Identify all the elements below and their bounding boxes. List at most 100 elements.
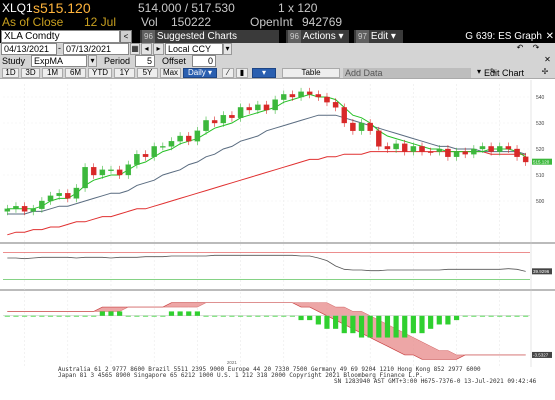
crosshair-icon[interactable]: ✢ xyxy=(541,67,549,76)
security-input[interactable]: XLA Comdty xyxy=(1,30,120,43)
macd-histogram-bar xyxy=(410,315,416,334)
period-1y-button[interactable]: 1Y xyxy=(114,68,135,78)
redo-icon[interactable]: ↷ xyxy=(530,43,542,55)
macd-histogram-bar xyxy=(194,311,200,316)
macd-histogram-bar xyxy=(117,311,123,316)
period-1d-button[interactable]: 1D xyxy=(2,68,19,78)
edit-button[interactable]: 97 Edit ▾ xyxy=(354,30,404,43)
candle-body xyxy=(479,146,486,150)
macd-histogram-bar xyxy=(453,315,460,321)
step-forward-icon[interactable]: ▸ xyxy=(153,43,164,55)
step-back-icon[interactable]: ◂ xyxy=(141,43,152,55)
macd-histogram-bar xyxy=(333,315,339,329)
y-tick-label: 530 xyxy=(536,121,545,127)
chart-area[interactable]: Apr 15Apr 22Apr 30May 7May 17May 24May 3… xyxy=(0,80,555,372)
footer: Australia 61 2 9777 8600 Brazil 5511 239… xyxy=(0,366,555,400)
suggested-charts-button[interactable]: 96 Suggested Charts xyxy=(140,30,280,43)
chevron-down-icon[interactable]: ▾ xyxy=(88,55,97,67)
candle-body xyxy=(298,91,304,98)
calendar-icon[interactable]: ▦ xyxy=(130,43,140,55)
period-ytd-button[interactable]: YTD xyxy=(88,68,112,78)
candle-body xyxy=(358,122,365,131)
currency-select[interactable]: Local CCY xyxy=(165,43,223,55)
candle-body xyxy=(237,107,244,118)
period-label: Period xyxy=(104,56,131,66)
macd-histogram-bar xyxy=(263,315,270,317)
candle-body xyxy=(73,187,80,199)
chevron-down-icon[interactable]: ▾ xyxy=(476,67,481,76)
candle-body xyxy=(177,135,183,142)
table-button[interactable]: Table xyxy=(282,68,340,78)
offset-field[interactable]: 0 xyxy=(192,55,216,67)
macd-histogram-bar xyxy=(65,315,71,317)
period-6m-button[interactable]: 6M xyxy=(65,68,86,78)
chevron-down-icon: ▾ xyxy=(261,68,266,77)
study-select[interactable]: ExpMA xyxy=(31,55,87,67)
suggested-charts-number: 96 xyxy=(142,30,155,43)
y-tick-label: 510 xyxy=(536,173,545,179)
study-toolbar: Study ExpMA ▾ Period 5 Offset 0 ✕ xyxy=(0,55,555,67)
candlestick-icon[interactable]: ▮ xyxy=(236,68,248,78)
period-1m-button[interactable]: 1M xyxy=(42,68,63,78)
candle-body xyxy=(427,151,434,153)
x-year-label: 2021 xyxy=(227,360,238,365)
macd-histogram-bar xyxy=(134,315,140,317)
macd-histogram-bar xyxy=(367,315,373,338)
close-icon[interactable]: ✕ xyxy=(545,31,554,42)
y-tick-label: 520 xyxy=(536,147,545,153)
macd-tag: -3.5327 xyxy=(533,353,549,358)
macd-histogram-bar xyxy=(384,315,391,338)
macd-histogram-bar xyxy=(99,311,105,316)
actions-label: Actions xyxy=(302,31,336,42)
candle-body xyxy=(65,193,71,199)
end-date-field[interactable]: 07/13/2021 xyxy=(63,43,129,55)
macd-histogram-bar xyxy=(56,315,62,317)
period-field[interactable]: 5 xyxy=(135,55,155,67)
macd-histogram-bar xyxy=(160,315,166,317)
macd-histogram-bar xyxy=(514,315,520,317)
undo-icon[interactable]: ↶ xyxy=(514,43,526,55)
macd-histogram-bar xyxy=(212,315,218,317)
macd-tag-bg xyxy=(532,351,552,358)
candle-body xyxy=(168,141,175,147)
macd-histogram-bar xyxy=(237,315,244,317)
actions-number: 96 xyxy=(288,30,301,43)
candle-body xyxy=(13,206,19,209)
period-max-button[interactable]: Max xyxy=(160,68,181,78)
macd-histogram-bar xyxy=(272,315,278,317)
chart-type-select[interactable]: ▾ xyxy=(252,68,276,78)
macd-histogram-bar xyxy=(393,315,399,338)
chevron-down-icon[interactable]: ▾ xyxy=(223,43,232,55)
candle-body xyxy=(82,167,88,189)
y-tick-label: 500 xyxy=(536,199,545,205)
macd-histogram-bar xyxy=(479,315,486,317)
period-3d-button[interactable]: 3D xyxy=(21,68,40,78)
add-data-input[interactable]: Add Data xyxy=(343,68,471,78)
start-date-field[interactable]: 04/13/2021 xyxy=(1,43,57,55)
bid-ask-size: 1 x 120 xyxy=(278,1,318,15)
frequency-select[interactable]: Daily ▾ xyxy=(183,68,217,78)
macd-histogram-bar xyxy=(82,315,88,317)
macd-histogram-bar xyxy=(497,315,503,317)
candle-body xyxy=(220,115,227,124)
oscillator-tag: 39.9296 xyxy=(533,269,550,274)
chart-canvas[interactable]: Apr 15Apr 22Apr 30May 7May 17May 24May 3… xyxy=(0,80,555,372)
actions-button[interactable]: 96 Actions ▾ xyxy=(286,30,350,43)
candle-body xyxy=(194,130,201,142)
footer-phone-line-1: Australia 61 2 9777 8600 Brazil 5511 239… xyxy=(58,366,481,373)
candle-body xyxy=(4,208,11,212)
chevron-down-icon: ▾ xyxy=(388,31,396,42)
macd-area xyxy=(7,302,526,360)
security-go-button[interactable]: < xyxy=(120,30,132,43)
candle-body xyxy=(272,99,278,111)
period-5y-button[interactable]: 5Y xyxy=(137,68,158,78)
candle-body xyxy=(281,94,287,100)
macd-histogram-bar xyxy=(315,315,321,325)
candle-body xyxy=(30,208,36,212)
line-chart-icon[interactable]: ⁄ xyxy=(222,68,234,78)
macd-histogram-bar xyxy=(47,315,54,317)
candle-body xyxy=(306,91,313,95)
close-icon[interactable]: ✕ xyxy=(542,55,553,67)
edit-chart-button[interactable]: Edit Chart xyxy=(484,68,525,78)
edit-chart-icon[interactable]: ✎ xyxy=(489,67,497,76)
